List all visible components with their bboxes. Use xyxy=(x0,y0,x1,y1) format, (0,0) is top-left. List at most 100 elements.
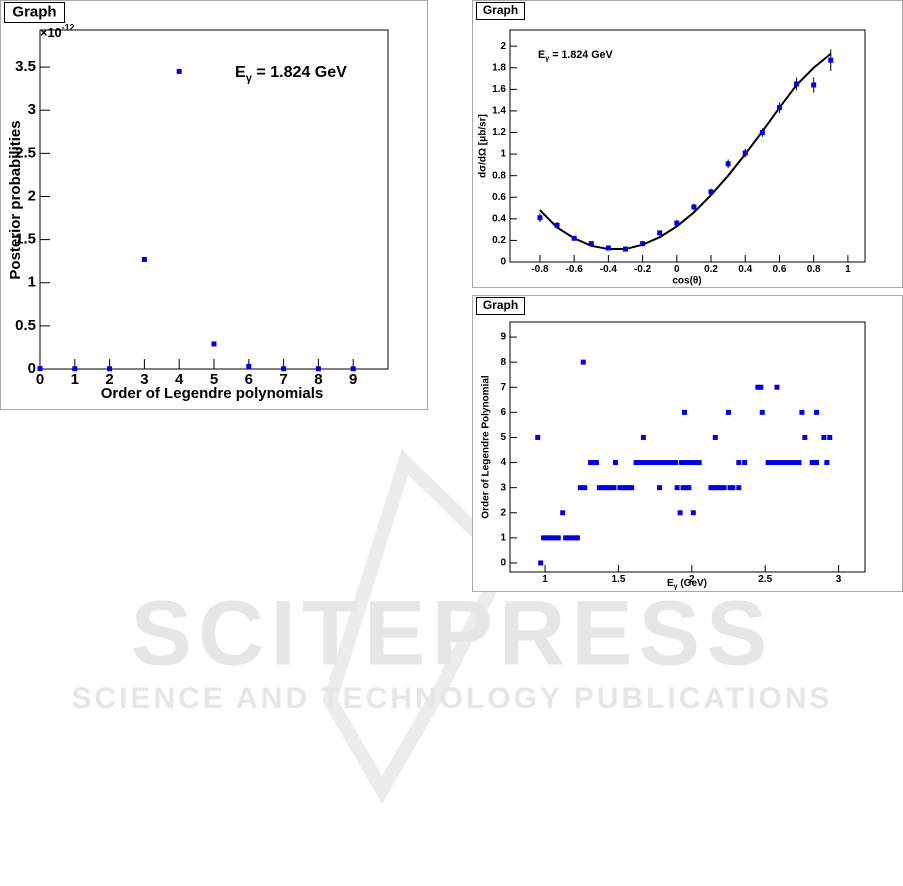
plot-frame xyxy=(509,29,866,263)
panel-label-box xyxy=(476,2,525,20)
data-point xyxy=(683,460,689,466)
data-point xyxy=(708,189,714,195)
y-tick-label: 8 xyxy=(500,357,506,368)
data-point xyxy=(687,460,693,466)
y-tick-label: 0.4 xyxy=(492,213,506,224)
data-point xyxy=(776,105,782,111)
data-point xyxy=(538,560,544,566)
x-axis-label: Order of Legendre polynomials xyxy=(101,385,324,402)
data-point xyxy=(759,130,765,136)
data-point xyxy=(642,460,648,466)
x-tick-label: 6 xyxy=(245,371,253,388)
x-tick-label: 2.5 xyxy=(758,574,772,585)
y-tick-label: 0 xyxy=(500,558,506,569)
data-point xyxy=(794,81,800,87)
data-point xyxy=(758,384,764,390)
data-point xyxy=(605,245,611,251)
y-tick-label: 6 xyxy=(500,407,506,418)
y-tick-label: 3 xyxy=(28,101,36,118)
data-point xyxy=(696,460,702,466)
data-point xyxy=(571,235,577,241)
data-point xyxy=(679,460,685,466)
y-tick-label: 2.5 xyxy=(15,144,36,161)
y-tick-label: 9 xyxy=(500,332,506,343)
data-point xyxy=(664,460,670,466)
data-point xyxy=(792,460,798,466)
data-point xyxy=(623,485,629,491)
data-point xyxy=(544,535,550,541)
chart: Graph 0 0.2 0.4 0.6 0.8 1 1.2 1.4 1.6 1.8 2 -0.8 -0.6… xyxy=(472,0,903,288)
data-point xyxy=(824,460,830,466)
y-tick-label: 2 xyxy=(28,187,36,204)
data-point xyxy=(799,409,805,415)
panel-label-box xyxy=(4,2,65,23)
x-axis-label-main: E xyxy=(667,578,674,589)
data-point xyxy=(721,485,727,491)
x-tick-label: 1 xyxy=(542,574,548,585)
data-point xyxy=(637,460,643,466)
data-point xyxy=(691,204,697,210)
y-tick-label: 5 xyxy=(500,432,506,443)
data-point xyxy=(677,510,683,516)
data-point xyxy=(809,460,815,466)
x-axis-label: Eγ (GeV) xyxy=(667,578,707,591)
annotation-sub: γ xyxy=(246,73,253,85)
x-tick-label: -0.6 xyxy=(566,264,584,275)
x-tick-label: -0.4 xyxy=(600,264,618,275)
x-tick-label: 0.2 xyxy=(704,264,718,275)
data-point xyxy=(770,460,776,466)
axis-multiplier-sup: -12 xyxy=(62,23,75,33)
data-point xyxy=(668,460,674,466)
data-point xyxy=(814,409,820,415)
data-point xyxy=(821,434,827,440)
data-point xyxy=(555,535,561,541)
panel-label: Graph xyxy=(12,3,56,20)
x-tick-label: 1 xyxy=(845,264,851,275)
y-tick-label: 1.8 xyxy=(492,62,506,73)
data-point xyxy=(571,535,577,541)
data-point xyxy=(736,460,742,466)
y-axis-label: Posterior probabilities xyxy=(7,120,24,279)
data-point xyxy=(787,460,793,466)
data-point xyxy=(683,485,689,491)
data-point xyxy=(629,485,635,491)
fit-curve xyxy=(539,52,832,251)
chart: Graph 0 0.5 1 1.5 2 2.5 3 3.5 0 1 2 3 4 5 6 7 8 9 ×10-12 Eγ … xyxy=(0,0,428,410)
data-point xyxy=(659,460,665,466)
data-point xyxy=(674,485,680,491)
data-point xyxy=(211,341,217,347)
data-point xyxy=(566,535,572,541)
data-point xyxy=(680,485,686,491)
y-tick-label: 1 xyxy=(500,533,506,544)
data-point xyxy=(711,485,717,491)
x-tick-label: 3 xyxy=(140,371,148,388)
data-point xyxy=(633,460,639,466)
watermark-subtitle: SCIENCE AND TECHNOLOGY PUBLICATIONS xyxy=(71,682,832,715)
data-point xyxy=(599,485,605,491)
data-point xyxy=(755,384,761,390)
x-tick-label: -0.8 xyxy=(531,264,549,275)
x-tick-label: 3 xyxy=(836,574,842,585)
y-tick-label: 1.2 xyxy=(492,127,506,138)
annotation-main: E xyxy=(235,63,246,81)
data-point xyxy=(537,215,543,221)
data-point xyxy=(674,220,680,226)
data-point xyxy=(588,241,594,247)
annotation-sub: γ xyxy=(545,54,550,63)
data-point xyxy=(673,460,679,466)
y-tick-label: 0.6 xyxy=(492,192,506,203)
data-point xyxy=(811,82,817,88)
x-tick-label: 9 xyxy=(349,371,357,388)
data-point xyxy=(582,485,588,491)
data-point xyxy=(605,485,611,491)
annotation: Eγ = 1.824 GeV xyxy=(538,49,613,63)
data-point xyxy=(640,241,646,247)
data-point xyxy=(726,409,732,415)
x-tick-label: 0 xyxy=(36,371,44,388)
data-point xyxy=(686,485,692,491)
data-point xyxy=(708,485,714,491)
x-tick-label: 5 xyxy=(210,371,218,388)
data-point xyxy=(568,535,574,541)
x-tick-label: 0.6 xyxy=(773,264,787,275)
data-point xyxy=(783,460,789,466)
